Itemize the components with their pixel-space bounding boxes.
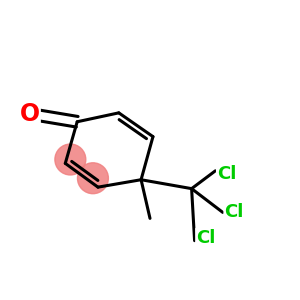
Text: O: O	[20, 102, 40, 126]
Circle shape	[77, 163, 108, 194]
Circle shape	[55, 144, 86, 175]
Text: Cl: Cl	[217, 165, 236, 183]
Text: Cl: Cl	[196, 229, 215, 247]
Text: Cl: Cl	[224, 203, 244, 221]
